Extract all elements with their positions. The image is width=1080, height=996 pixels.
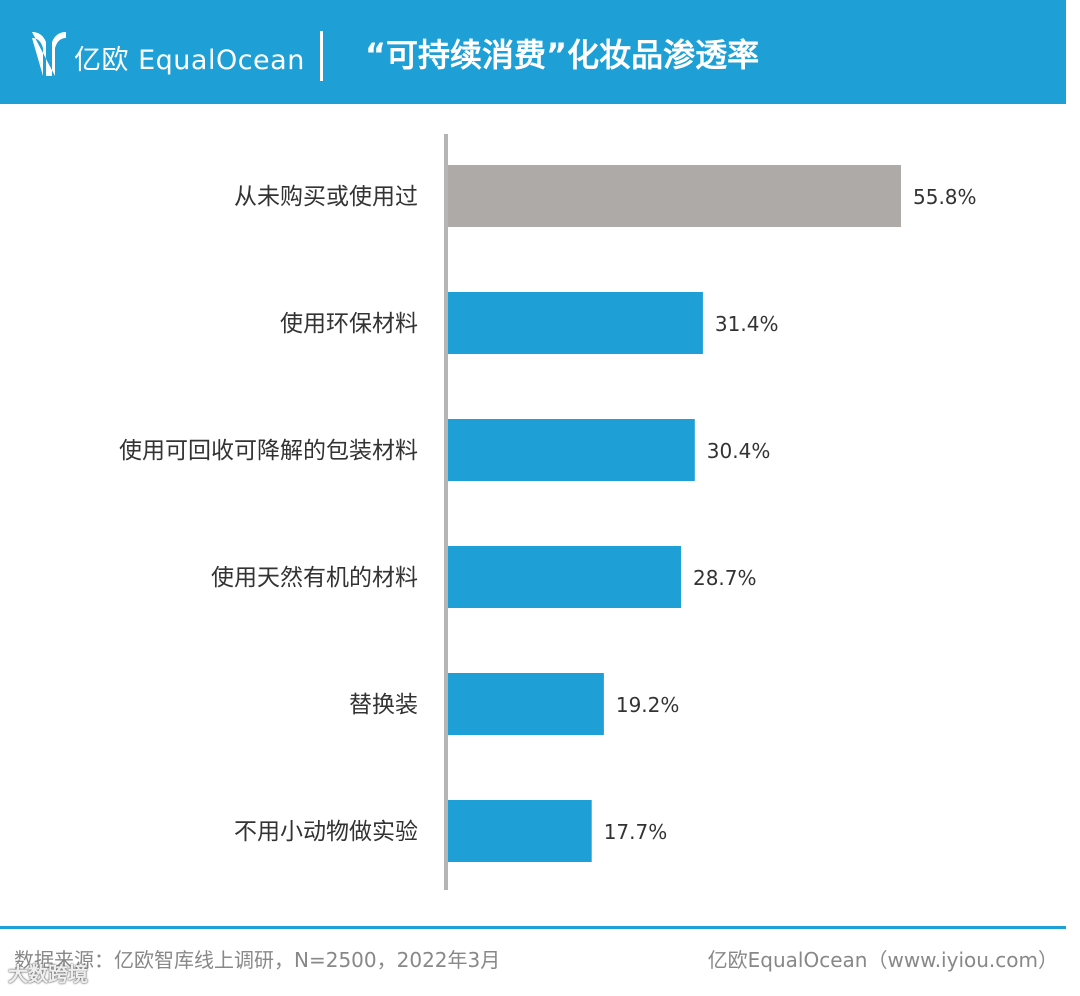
category-label: 从未购买或使用过 <box>234 184 418 210</box>
data-label: 55.8% <box>913 185 977 209</box>
bar <box>448 292 703 354</box>
page-title: “可持续消费”化妆品渗透率 <box>365 36 760 74</box>
bar-chart: 从未购买或使用过 55.8% 使用环保材料 31.4% 使用可回收可降解的包装材料 30.… <box>119 134 977 890</box>
data-label: 31.4% <box>715 312 779 336</box>
category-label: 使用天然有机的材料 <box>211 565 418 591</box>
brand-name: 亿欧 EqualOcean <box>74 45 305 76</box>
category-label: 使用可回收可降解的包装材料 <box>119 438 418 464</box>
header-bar: 亿欧 EqualOcean “可持续消费”化妆品渗透率 <box>0 0 1066 104</box>
category-label: 不用小动物做实验 <box>234 819 418 845</box>
footer-divider <box>0 926 1066 929</box>
bar <box>448 546 681 608</box>
header-divider <box>320 31 323 81</box>
watermark: 大数跨境 <box>8 962 88 986</box>
data-source-note: 数据来源：亿欧智库线上调研，N=2500，2022年3月 <box>14 948 501 972</box>
equalocean-logo-icon <box>32 32 66 76</box>
category-label: 替换装 <box>349 692 418 718</box>
footer-credit: 亿欧EqualOcean（www.iyiou.com） <box>707 948 1058 972</box>
data-label: 30.4% <box>707 439 771 463</box>
bar <box>448 419 695 481</box>
category-label: 使用环保材料 <box>280 311 418 337</box>
data-label: 28.7% <box>693 566 757 590</box>
data-label: 17.7% <box>604 820 668 844</box>
bar <box>448 673 604 735</box>
data-label: 19.2% <box>616 693 680 717</box>
bar <box>448 800 592 862</box>
bar <box>448 165 901 227</box>
